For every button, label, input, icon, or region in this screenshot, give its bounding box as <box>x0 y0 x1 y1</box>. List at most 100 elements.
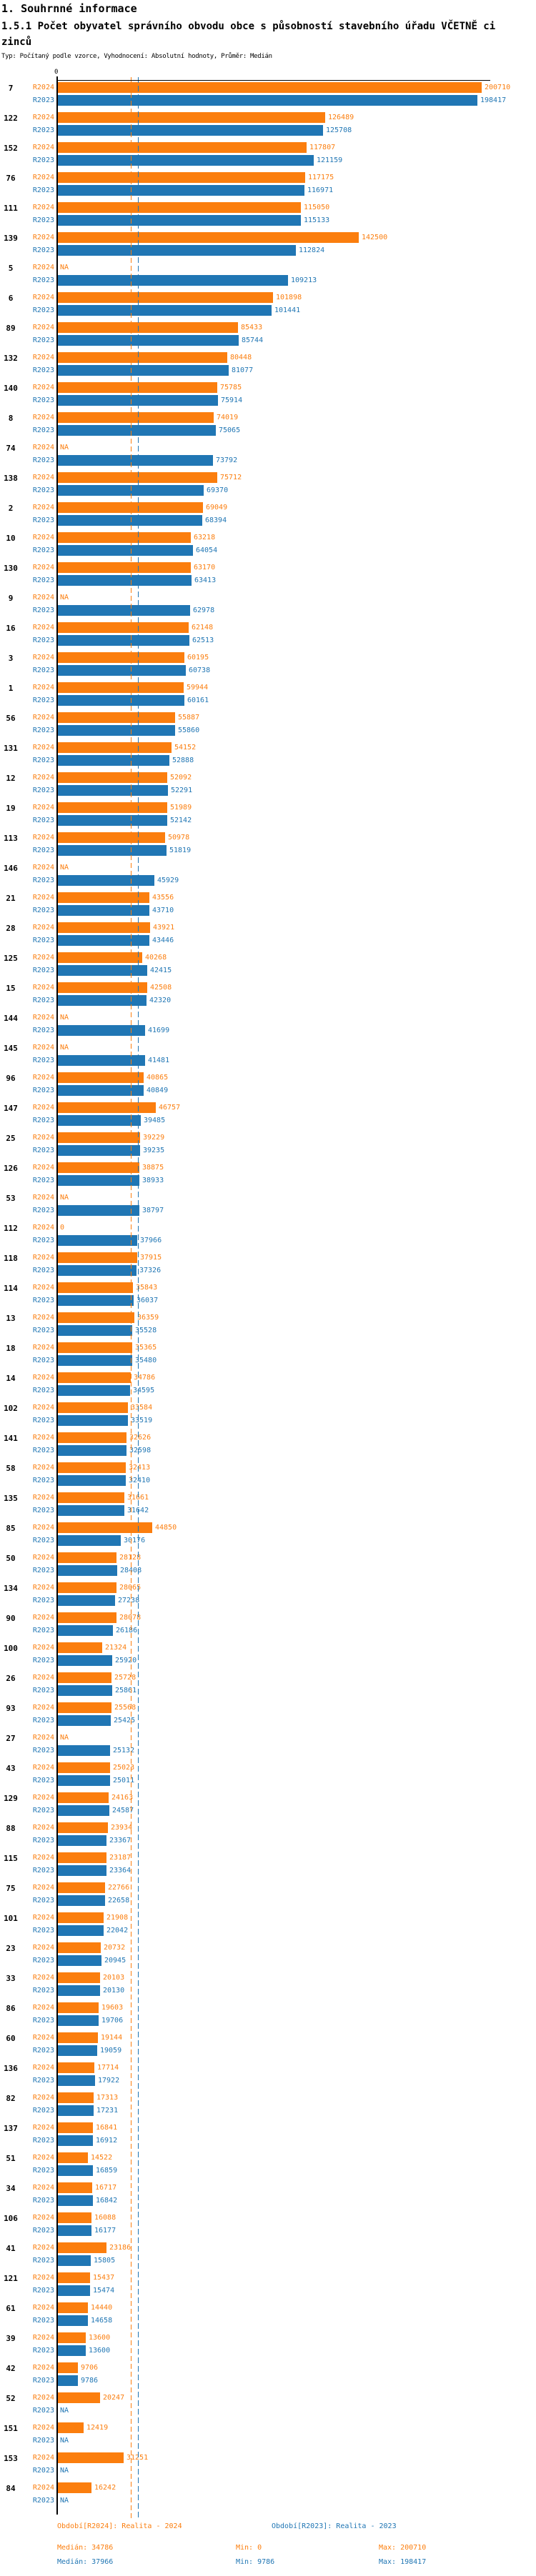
value-label-r2024: 14522 <box>91 2154 113 2162</box>
value-label-r2023: 62978 <box>193 606 215 614</box>
x-axis-line <box>56 80 490 81</box>
value-label-r2023: 14658 <box>91 2317 113 2325</box>
value-label-r2023: 16177 <box>94 2227 116 2235</box>
series-label-r2024: R2024 <box>32 114 54 121</box>
value-label-r2023: 85744 <box>242 336 264 344</box>
bar-r2024 <box>57 832 165 843</box>
bar-r2023 <box>57 1325 132 1336</box>
bar-r2024 <box>57 1282 133 1293</box>
value-label-r2024: 43921 <box>153 924 175 932</box>
bar-r2024 <box>57 292 273 303</box>
group-id-label: 112 <box>4 1224 18 1233</box>
value-label-r2023: 20945 <box>104 1957 126 1965</box>
value-label-r2024: 16841 <box>96 2124 118 2132</box>
series-label-r2024: R2024 <box>32 1464 54 1472</box>
series-label-r2023: R2023 <box>32 396 54 404</box>
value-label-r2024: NA <box>60 594 69 601</box>
value-label-r2023: 69370 <box>207 486 229 494</box>
bar-r2023 <box>57 1025 145 1036</box>
value-label-r2023: 112824 <box>299 246 325 254</box>
series-label-r2023: R2023 <box>32 1207 54 1214</box>
value-label-r2024: 25728 <box>114 1674 137 1682</box>
group-id-label: 152 <box>4 144 18 153</box>
bar-r2023 <box>57 965 147 976</box>
value-label-r2024: 126489 <box>328 114 354 121</box>
value-label-r2023: 40849 <box>147 1087 169 1094</box>
series-label-r2024: R2024 <box>32 2394 54 2402</box>
series-label-r2024: R2024 <box>32 1434 54 1442</box>
value-label-r2023: 60738 <box>189 667 211 674</box>
series-label-r2024: R2024 <box>32 1854 54 1862</box>
group-id-label: 19 <box>6 804 16 813</box>
group-id-label: 90 <box>6 1614 16 1623</box>
bar-r2023 <box>57 215 301 226</box>
bar-r2024 <box>57 1822 108 1833</box>
bar-r2023 <box>57 455 213 466</box>
group-id-label: 15 <box>6 984 16 993</box>
value-label-r2023: 30176 <box>124 1537 146 1544</box>
value-label-r2023: 16842 <box>96 2197 118 2205</box>
value-label-r2023: 13600 <box>89 2347 111 2355</box>
group-id-label: 106 <box>4 2214 18 2223</box>
legend-period-r2024: Období[R2024]: Realita - 2024 <box>57 2522 182 2530</box>
group-id-label: 56 <box>6 714 16 723</box>
series-label-r2024: R2024 <box>32 1314 54 1322</box>
value-label-r2023: 35480 <box>135 1357 157 1364</box>
bar-r2023 <box>57 95 477 106</box>
group-id-label: 53 <box>6 1194 16 1203</box>
bar-r2023 <box>57 575 192 586</box>
series-label-r2023: R2023 <box>32 2437 54 2445</box>
series-label-r2023: R2023 <box>32 1267 54 1274</box>
bar-r2023 <box>57 1085 144 1096</box>
bar-r2023 <box>57 2075 95 2086</box>
series-label-r2024: R2024 <box>32 1014 54 1022</box>
bar-r2024 <box>57 652 184 663</box>
bar-r2024 <box>57 952 142 963</box>
bar-r2023 <box>57 1175 139 1186</box>
value-label-r2024: 42508 <box>150 984 172 992</box>
series-label-r2024: R2024 <box>32 2244 54 2252</box>
series-label-r2024: R2024 <box>32 1674 54 1682</box>
group-id-label: 27 <box>6 1734 16 1743</box>
bar-r2024 <box>57 562 191 573</box>
series-label-r2023: R2023 <box>32 96 54 104</box>
bar-r2024 <box>57 2212 91 2223</box>
y-axis-line <box>56 76 58 2515</box>
bar-r2023 <box>57 1625 113 1636</box>
group-id-label: 9 <box>8 594 14 603</box>
bar-r2024 <box>57 2332 86 2343</box>
group-id-label: 2 <box>8 504 14 513</box>
series-label-r2024: R2024 <box>32 2064 54 2072</box>
bar-r2024 <box>57 2062 94 2073</box>
bar-r2023 <box>57 875 154 886</box>
series-label-r2023: R2023 <box>32 1627 54 1634</box>
bar-r2024 <box>57 1312 134 1323</box>
group-id-label: 88 <box>6 1824 16 1833</box>
value-label-r2024: 59944 <box>187 684 209 692</box>
value-label-r2023: 62513 <box>192 636 214 644</box>
value-label-r2024: 12419 <box>86 2424 109 2432</box>
group-id-label: 33 <box>6 1974 16 1983</box>
bar-r2024 <box>57 2392 100 2403</box>
series-label-r2024: R2024 <box>32 174 54 181</box>
value-label-r2023: 34595 <box>133 1387 155 1394</box>
bar-r2024 <box>57 682 184 693</box>
value-label-r2024: 16717 <box>95 2184 117 2192</box>
series-label-r2024: R2024 <box>32 1794 54 1802</box>
series-label-r2024: R2024 <box>32 444 54 451</box>
group-id-label: 138 <box>4 474 18 483</box>
bar-r2023 <box>57 1985 100 1996</box>
value-label-r2023: NA <box>60 2437 69 2445</box>
series-label-r2023: R2023 <box>32 426 54 434</box>
value-label-r2024: 75785 <box>220 384 242 391</box>
bar-r2024 <box>57 2122 93 2133</box>
series-label-r2023: R2023 <box>32 997 54 1004</box>
series-label-r2023: R2023 <box>32 2047 54 2055</box>
series-label-r2023: R2023 <box>32 1327 54 1334</box>
bar-r2024 <box>57 1162 139 1173</box>
value-label-r2024: 101898 <box>276 294 302 301</box>
value-label-r2024: 25568 <box>114 1704 137 1712</box>
bar-r2024 <box>57 622 189 633</box>
value-label-r2024: 32413 <box>129 1464 151 1472</box>
value-label-r2024: 69049 <box>206 504 228 511</box>
